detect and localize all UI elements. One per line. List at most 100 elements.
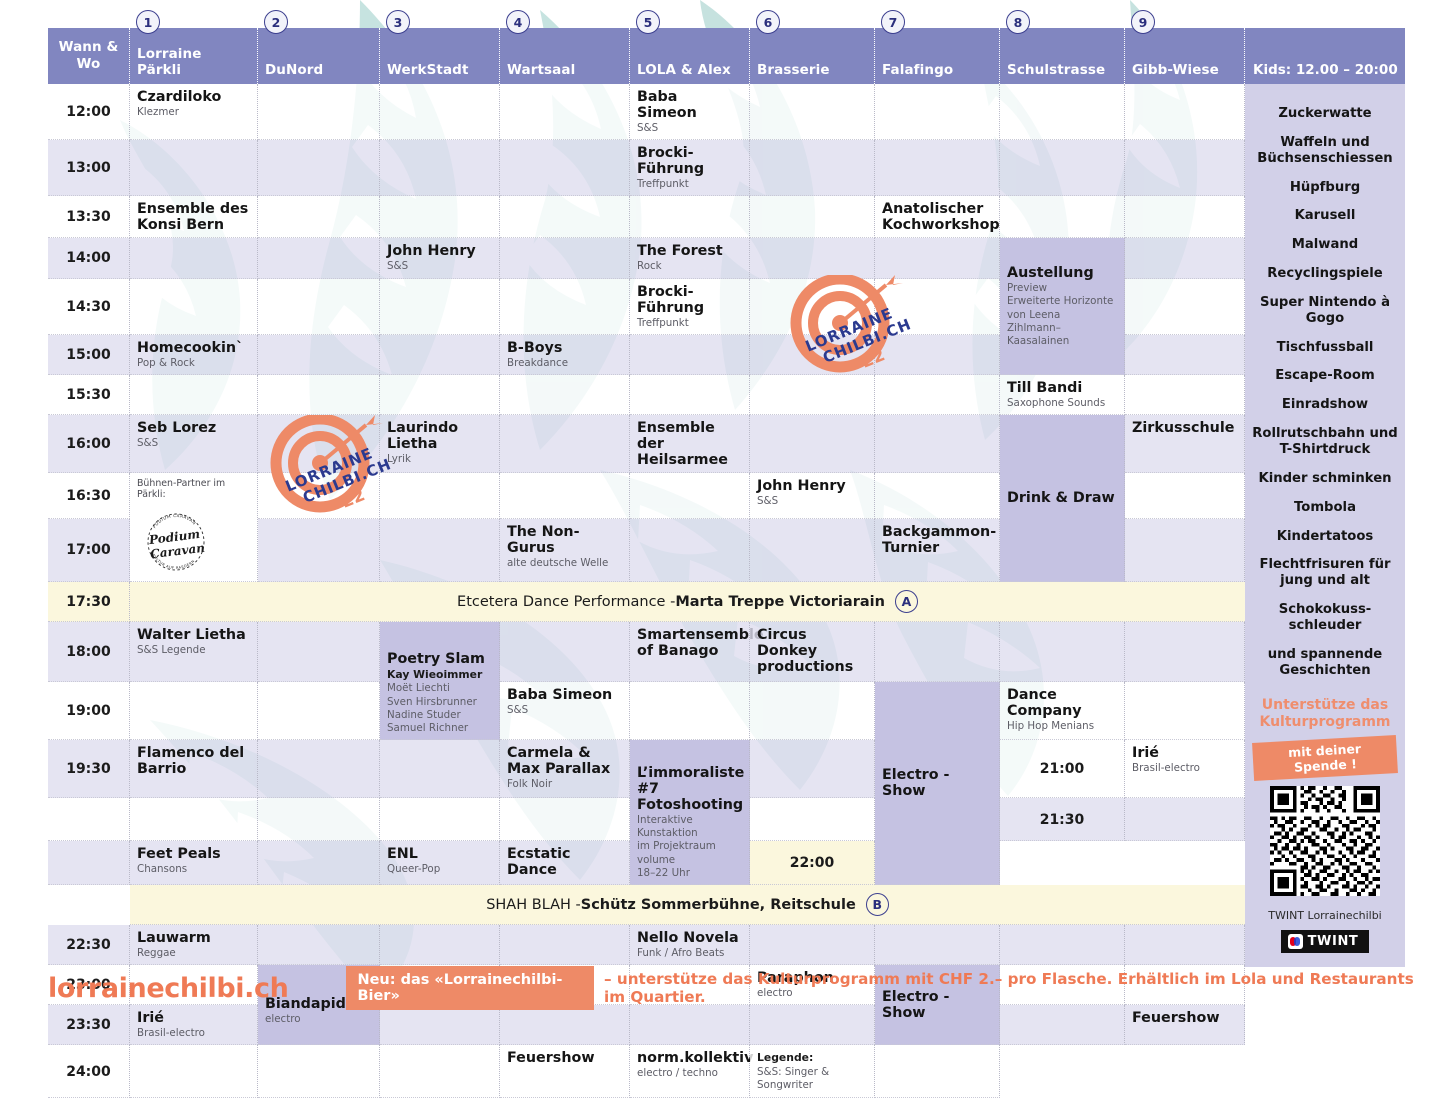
event-cell (380, 519, 500, 582)
event-cell (875, 140, 1000, 197)
event-cell[interactable]: Feuershow (500, 1045, 630, 1098)
event-cell-drink-draw[interactable]: Drink & Draw (1000, 415, 1125, 582)
event-title: Feuershow (507, 1050, 595, 1067)
event-cell[interactable]: Ensemble des Konsi Bern (130, 196, 258, 239)
event-cell[interactable]: John Henry S&S (750, 473, 875, 520)
event-cell (875, 334, 1000, 375)
event-subtitle: electro (265, 1013, 301, 1026)
venue-header-8[interactable]: 8 Schulstrasse (1000, 10, 1125, 84)
venue-label-1: Lorraine Pärkli (137, 46, 202, 78)
event-cell[interactable]: Dance Company Hip Hop Menians (1000, 681, 1125, 741)
kids-item: Einradshow (1281, 397, 1369, 413)
event-cell (1125, 519, 1245, 582)
event-cell[interactable]: John Henry S&S (380, 238, 500, 279)
event-cell[interactable]: Homecookin` Pop & Rock (130, 334, 258, 375)
event-cell[interactable]: Czardiloko Klezmer (130, 84, 258, 141)
venue-header-9[interactable]: 9 Gibb-Wiese (1125, 10, 1245, 84)
beer-description: – unterstütze das Kulturprogramm mit CHF… (604, 970, 1414, 1006)
event-cell (380, 740, 500, 799)
kids-item: Tischfussball (1276, 339, 1374, 355)
venue-header-6[interactable]: 6 Brasserie (750, 10, 875, 84)
venue-header-3[interactable]: 3 WerkStadt (380, 10, 500, 84)
event-cell[interactable]: norm.kollektiv electro / techno (630, 1045, 753, 1098)
event-cell[interactable]: Anatolischer Kochworkshop (875, 196, 1000, 239)
event-cell[interactable]: Walter Lietha S&S Legende (130, 621, 258, 682)
venue-header-7[interactable]: 7 Falafingo (875, 10, 1000, 84)
event-cell[interactable]: Laurindo Lietha Lyrik (380, 415, 500, 474)
twint-account-label: TWINT Lorrainechilbi (1268, 909, 1382, 923)
header-time-line1: Wann & (58, 39, 119, 56)
event-cell (500, 238, 630, 279)
event-subtitle: Lyrik (387, 453, 411, 466)
event-cell (1125, 374, 1245, 416)
event-cell-electro-show-1[interactable]: Electro - Show (875, 681, 1000, 885)
event-cell[interactable]: Carmela & Max Parallax Folk Noir (500, 740, 630, 799)
event-cell[interactable]: ENL Queer-Pop (380, 840, 500, 885)
event-cell[interactable]: Flamenco del Barrio (130, 740, 258, 799)
event-cell[interactable]: B-Boys Breakdance (500, 334, 630, 375)
event-subtitle: Queer-Pop (387, 862, 441, 875)
time-label: 19:00 (48, 681, 130, 741)
venue-header-5[interactable]: 5 LOLA & Alex (630, 10, 750, 84)
event-title: Flamenco del Barrio (137, 745, 245, 778)
event-subtitle: Interaktive Kunstaktion im Projektraum v… (637, 814, 716, 879)
event-cell[interactable]: Circus Donkey productions (750, 621, 875, 682)
event-cell[interactable]: The Non-Gurus alte deutsche Welle (500, 519, 630, 582)
event-cell (750, 238, 875, 279)
event-cell[interactable]: Paraphon electro (750, 965, 875, 1006)
event-cell[interactable]: Feuershow (1125, 1005, 1245, 1046)
event-cell-immoraliste[interactable]: L’immoraliste #7 Fotoshooting Interaktiv… (630, 740, 750, 885)
event-title: Poetry Slam (387, 650, 485, 667)
event-cell (750, 1005, 875, 1046)
banner-etcetera-dance[interactable]: Etcetera Dance Performance - Marta Trepp… (130, 581, 1245, 622)
event-cell (380, 84, 500, 141)
event-cell[interactable]: Lauwarm Reggae (130, 924, 258, 966)
event-cell[interactable]: Backgammon-Turnier (875, 519, 1000, 582)
event-cell[interactable]: Feet Peals Chansons (130, 840, 258, 885)
event-cell (380, 140, 500, 197)
event-cell[interactable]: Seb Lorez S&S (130, 415, 258, 474)
event-cell[interactable]: Irié Brasil-electro (1125, 740, 1245, 799)
time-label: 23:30 (48, 1005, 130, 1046)
time-label: 15:30 (48, 374, 130, 416)
qr-code[interactable] (1270, 786, 1380, 897)
venue-header-2[interactable]: 2 DuNord (258, 10, 380, 84)
event-cell (130, 278, 258, 335)
event-cell (750, 798, 875, 841)
venue-header-4[interactable]: 4 Wartsaal (500, 10, 630, 84)
banner-shah-blah[interactable]: SHAH BLAH - Schütz Sommerbühne, Reitschu… (130, 884, 1245, 925)
banner-text-plain: Etcetera Dance Performance - (457, 593, 676, 610)
event-cell[interactable]: Smartensemble of Banago (630, 621, 764, 682)
event-cell[interactable]: Baba Simeon S&S (630, 84, 750, 141)
event-subtitle: Chansons (137, 862, 188, 875)
brand-url[interactable]: lorrainechilbi.ch (48, 972, 289, 1004)
event-cell[interactable]: Ecstatic Dance (500, 840, 630, 885)
event-cell[interactable]: Brocki-Führung Treffpunkt (630, 140, 750, 197)
event-cell (630, 965, 750, 1006)
event-title: Carmela & Max Parallax (507, 745, 611, 778)
event-cell (258, 1045, 380, 1098)
event-cell[interactable]: The Forest Rock (630, 238, 750, 279)
event-subtitle: Klezmer (137, 106, 179, 118)
event-cell[interactable]: Ensemble der Heilsarmee (630, 415, 750, 474)
event-cell[interactable]: Irié Brasil-electro (130, 1005, 258, 1046)
venue-header-1[interactable]: 1 Lorraine Pärkli (130, 10, 258, 84)
event-subtitle: Treffpunkt (637, 316, 689, 329)
event-cell (130, 238, 258, 279)
event-title: John Henry (757, 478, 846, 495)
event-cell[interactable]: Till Bandi Saxophone Sounds (1000, 374, 1125, 416)
time-label: 13:00 (48, 140, 130, 197)
event-cell[interactable]: Baba Simeon S&S (500, 681, 630, 741)
kids-item: Hüpfburg (1289, 179, 1361, 195)
event-cell-poetry-slam[interactable]: Poetry Slam Kay Wieoimmer Moët Liechti S… (380, 621, 500, 741)
event-cell[interactable]: Zirkusschule (1125, 415, 1245, 474)
event-cell[interactable]: Nello Novela Funk / Afro Beats (630, 924, 750, 966)
kids-item: und spannende Geschichten (1267, 646, 1383, 678)
event-title: Czardiloko (137, 89, 222, 105)
kids-item: Flechtfrisuren für jung und alt (1259, 557, 1391, 589)
kids-item: Rollrutschbahn und T-Shirtdruck (1252, 426, 1398, 457)
event-cell-austellung[interactable]: Austellung Preview Erweiterte Horizonte … (1000, 238, 1125, 375)
donation-heading: Unterstütze das Kulturprogramm (1259, 697, 1391, 731)
event-cell[interactable]: Brocki-Führung Treffpunkt (630, 278, 750, 335)
event-cell (750, 278, 875, 335)
